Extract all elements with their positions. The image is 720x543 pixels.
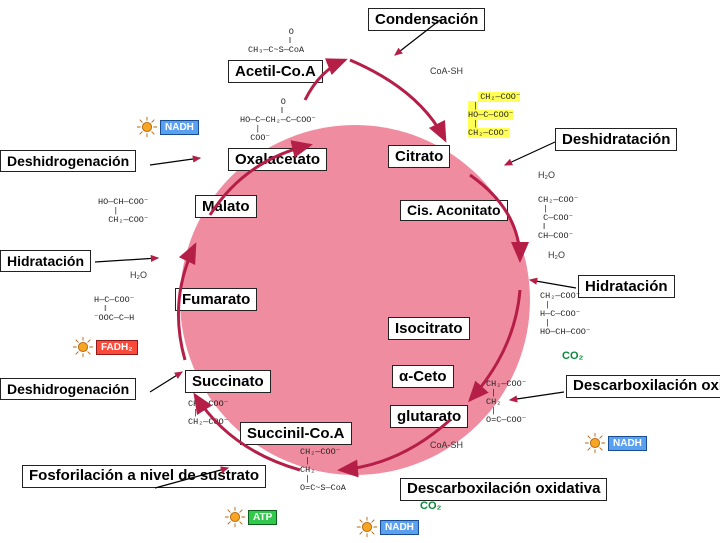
struct-isocitrate: CH₂—COO⁻ | H—C—COO⁻ | HO—CH—COO⁻ [540,292,590,337]
label-fosforilacion: Fosforilación a nivel de sustrato [22,465,266,488]
sun-icon-3 [224,506,246,528]
label-deshidrogenacion-left2: Deshidrogenación [0,378,136,400]
label-fumarato: Fumarato [175,288,257,311]
label-condensacion: Condensación [368,8,485,31]
label-fosforilacion-text: Fosforilación a nivel de sustrato [29,467,259,484]
chem-h2o-right: H₂O [548,250,565,260]
sun-icon-4 [584,432,606,454]
chem-h2o-top: H₂O [538,170,555,180]
struct-malate: HO—CH—COO⁻ | CH₂—COO⁻ [98,198,148,225]
struct-succinyl: CH₂—COO⁻ | CH₂ | O=C~S—CoA [300,448,346,493]
label-succinato: Succinato [185,370,271,393]
label-descarbox-right: Descarboxilación oxidativa [566,375,720,398]
label-descarbox-right-text: Descarboxilación oxidativa [573,377,720,394]
nadh-box-right: NADH [608,436,647,451]
struct-citrate-text: CH₂—COO⁻ | HO—C—COO⁻ | CH₂—COO⁻ [468,92,520,138]
sun-icon-5 [356,516,378,538]
sun-icon-2 [72,336,94,358]
struct-oxaloacetate: O ‖ HO—C—CH₂—C—COO⁻ | COO⁻ [240,98,316,143]
sun-icon-1 [136,116,158,138]
label-succinil-coa: Succinil-Co.A [240,422,352,445]
struct-succinate: CH₂—COO⁻ | CH₂—COO⁻ [188,400,228,427]
label-citrato: Citrato [388,145,450,168]
struct-a-keto: CH₂—COO⁻ | CH₂ | O=C—COO⁻ [486,380,526,425]
label-cis-aconitato: Cis. Aconitato [400,200,508,221]
label-descarbox-bottom: Descarboxilación oxidativa [400,478,607,501]
label-deshidrogenacion-left: Deshidrogenación [0,150,136,172]
struct-fumarate: H—C—COO⁻ ‖ ⁻OOC—C—H [94,296,134,323]
label-a-ceto: α-Ceto [392,365,454,388]
label-malato: Malato [195,195,257,218]
nadh-box-top: NADH [160,120,199,135]
label-oxalacetato: Oxalacetato [228,148,327,171]
atp-box: ATP [248,510,277,525]
struct-cis-aconitate: CH₂—COO⁻ | C—COO⁻ ‖ CH—COO⁻ [538,196,578,241]
label-descarbox-bottom-text: Descarboxilación oxidativa [407,480,600,497]
label-cis-aconitato-text: Cis. Aconitato [407,202,501,218]
label-hidratacion-right: Hidratación [578,275,675,298]
label-hidratacion-left: Hidratación [0,250,91,272]
label-acetil-coa: Acetil-Co.A [228,60,323,83]
fadh-box: FADH₂ [96,340,138,355]
struct-acetyl: O ‖ CH₃—C~S—CoA [248,28,304,55]
nadh-box-bottom: NADH [380,520,419,535]
chem-h2o-left: H₂O [130,270,147,280]
chem-coash-top: CoA-SH [430,66,463,76]
chem-co2-bottom: CO₂ [420,500,441,512]
struct-citrate: CH₂—COO⁻ | HO—C—COO⁻ | CH₂—COO⁻ [468,84,520,138]
label-isocitrato: Isocitrato [388,317,470,340]
chem-co2-right: CO₂ [562,350,583,362]
label-glutarato: glutarato [390,405,468,428]
chem-coash-bottom: CoA-SH [430,440,463,450]
label-deshidratacion: Deshidratación [555,128,677,151]
